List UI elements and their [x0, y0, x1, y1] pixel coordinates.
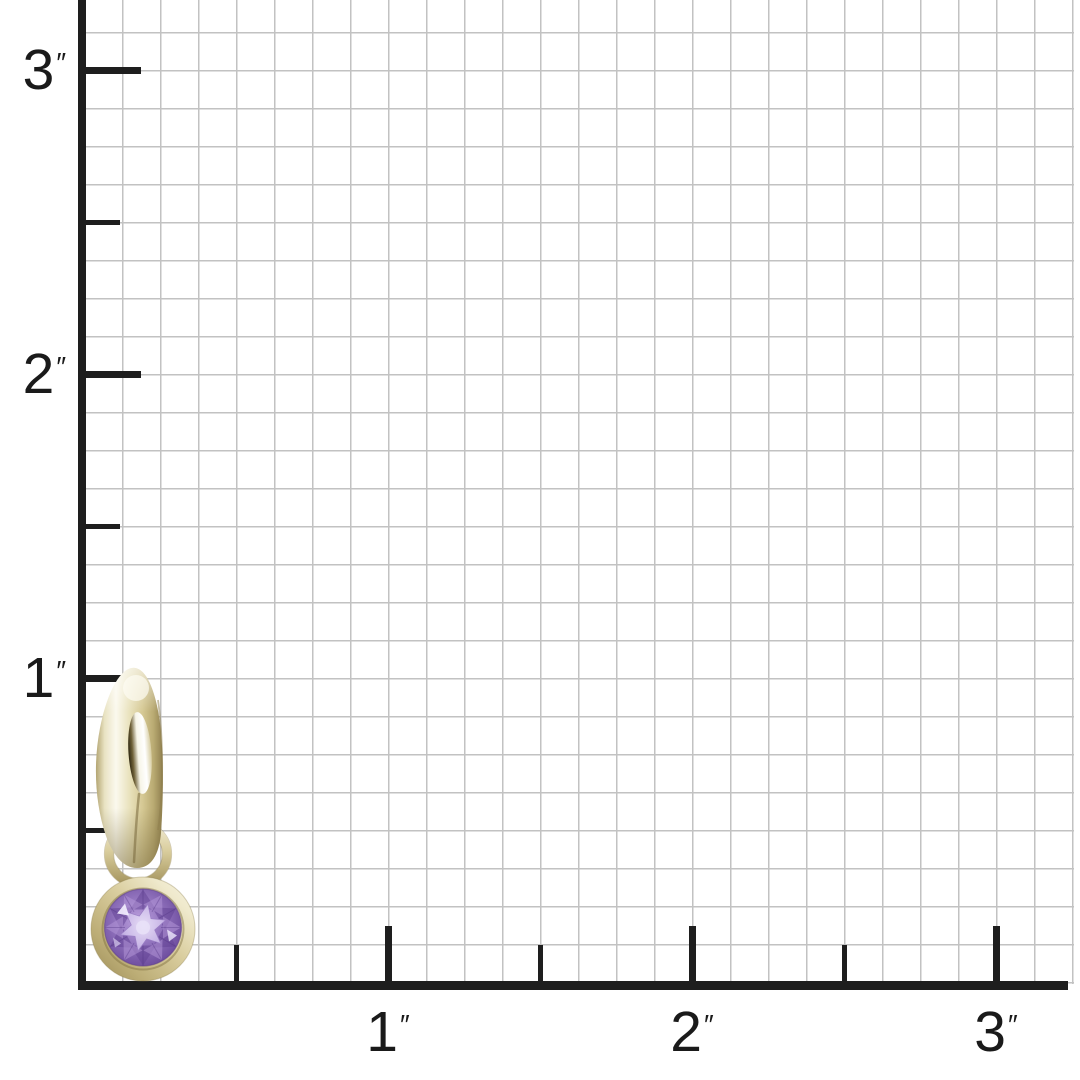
stone-sparkle: [113, 937, 121, 948]
x-axis-major-tick-3in: [992, 926, 1000, 981]
inch-mark: ″: [704, 1009, 714, 1041]
inch-mark: ″: [56, 47, 66, 79]
stone-sparkle: [117, 903, 129, 916]
stone-sparkle: [167, 929, 177, 942]
hoop: [95, 667, 164, 868]
y-axis-minor-tick-2p5in: [84, 219, 120, 225]
y-axis-label-1in: 1″: [22, 646, 66, 710]
x-axis-major-tick-1in: [384, 926, 392, 981]
x-axis-minor-tick-2p5in: [841, 945, 847, 981]
inch-mark: ″: [400, 1009, 410, 1041]
y-axis-label-3in: 3″: [22, 38, 66, 102]
measurement-grid: [84, 0, 1074, 984]
y-axis-minor-tick-0p5in: [84, 827, 120, 833]
vertical-ruler-axis: [78, 0, 86, 990]
y-axis-major-tick-2in: [84, 370, 141, 378]
product-image-gold-hoop-amethyst-charm-earring: [90, 667, 196, 982]
inch-mark: ″: [1008, 1009, 1018, 1041]
x-axis-label-1in: 1″: [366, 1000, 410, 1064]
y-axis-minor-tick-1p5in: [84, 523, 120, 529]
inch-mark: ″: [56, 351, 66, 383]
horizontal-ruler-axis: [78, 981, 1068, 990]
x-axis-label-3in: 3″: [974, 1000, 1018, 1064]
x-axis-minor-tick-1p5in: [537, 945, 543, 981]
y-axis-major-tick-1in: [84, 674, 141, 682]
x-axis-minor-tick-0p5in: [233, 945, 239, 981]
stone-facets: [105, 889, 181, 966]
y-axis-label-2in: 2″: [22, 342, 66, 406]
bezel-charm: [90, 876, 196, 982]
y-axis-major-tick-3in: [84, 66, 141, 74]
x-axis-major-tick-2in: [688, 926, 696, 981]
inch-mark: ″: [56, 655, 66, 687]
hoop-opening: [128, 712, 152, 794]
x-axis-label-2in: 2″: [670, 1000, 714, 1064]
